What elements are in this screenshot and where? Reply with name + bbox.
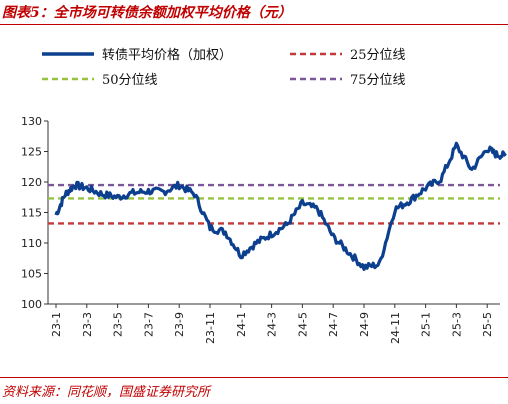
legend-label-1: 转债平均价格（加权）: [102, 47, 232, 63]
source-rule: [0, 377, 508, 378]
x-tick-label: 24-7: [327, 312, 340, 337]
x-tick-label: 24-11: [389, 312, 402, 344]
legend-label-2: 25分位线: [350, 48, 406, 63]
source-note: 资料来源：同花顺，国盛证券研究所: [2, 385, 211, 400]
legend-label-3: 50分位线: [102, 73, 158, 88]
x-tick-label: 23-1: [50, 312, 63, 337]
x-tick-label: 23-3: [81, 312, 94, 337]
chart-title: 图表5：全市场可转债余额加权平均价格（元）: [2, 5, 292, 21]
x-tick-label: 25-5: [481, 312, 494, 337]
x-tick-label: 23-9: [173, 312, 186, 337]
x-tick-label: 23-11: [204, 312, 217, 344]
y-tick-label: 105: [21, 268, 42, 281]
x-tick-label: 24-1: [235, 312, 248, 337]
y-tick-label: 100: [21, 298, 42, 311]
y-tick-label: 130: [21, 115, 42, 128]
x-tick-label: 23-5: [112, 312, 125, 337]
x-tick-label: 24-9: [358, 312, 371, 337]
x-tick-label: 23-7: [142, 312, 155, 337]
x-tick-label: 24-5: [296, 312, 309, 337]
x-tick-label: 25-1: [420, 312, 433, 337]
series-line-price: [54, 141, 507, 271]
y-tick-label: 110: [21, 237, 42, 250]
x-tick-label: 25-3: [450, 312, 463, 337]
title-rule: [0, 24, 508, 25]
x-tick-label: 24-3: [266, 312, 279, 337]
y-tick-label: 120: [21, 176, 42, 189]
y-tick-label: 115: [21, 207, 42, 220]
y-tick-label: 125: [21, 146, 42, 159]
legend-label-4: 75分位线: [350, 73, 406, 88]
